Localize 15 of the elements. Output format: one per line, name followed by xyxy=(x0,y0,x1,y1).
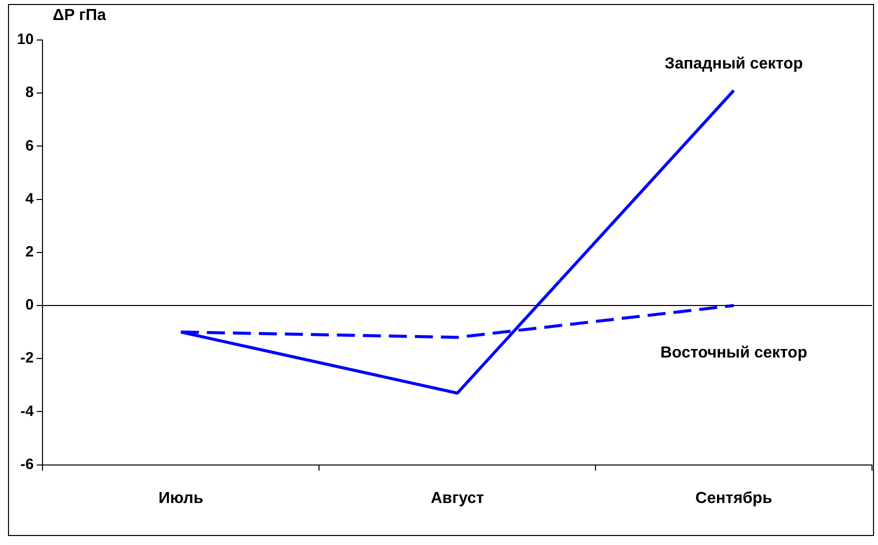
y-tick-label: -4 xyxy=(20,402,34,420)
y-tick-label: 8 xyxy=(25,84,34,102)
x-tick-label: Июль xyxy=(158,490,204,507)
y-tick-label: -2 xyxy=(20,350,34,367)
y-tick-label: -6 xyxy=(20,456,34,473)
x-tick-label: Август xyxy=(430,490,484,507)
series-label: Западный сектор xyxy=(664,55,804,72)
y-axis-title: ΔP гПа xyxy=(52,7,106,24)
y-tick-label: 4 xyxy=(25,190,34,208)
y-tick-label: 2 xyxy=(25,244,34,261)
x-tick-label: Сентябрь xyxy=(695,490,772,507)
series-label: Восточный сектор xyxy=(660,344,808,362)
y-tick-label: 6 xyxy=(25,137,34,154)
y-tick-label: 10 xyxy=(16,31,34,48)
y-tick-label: 0 xyxy=(25,296,34,314)
